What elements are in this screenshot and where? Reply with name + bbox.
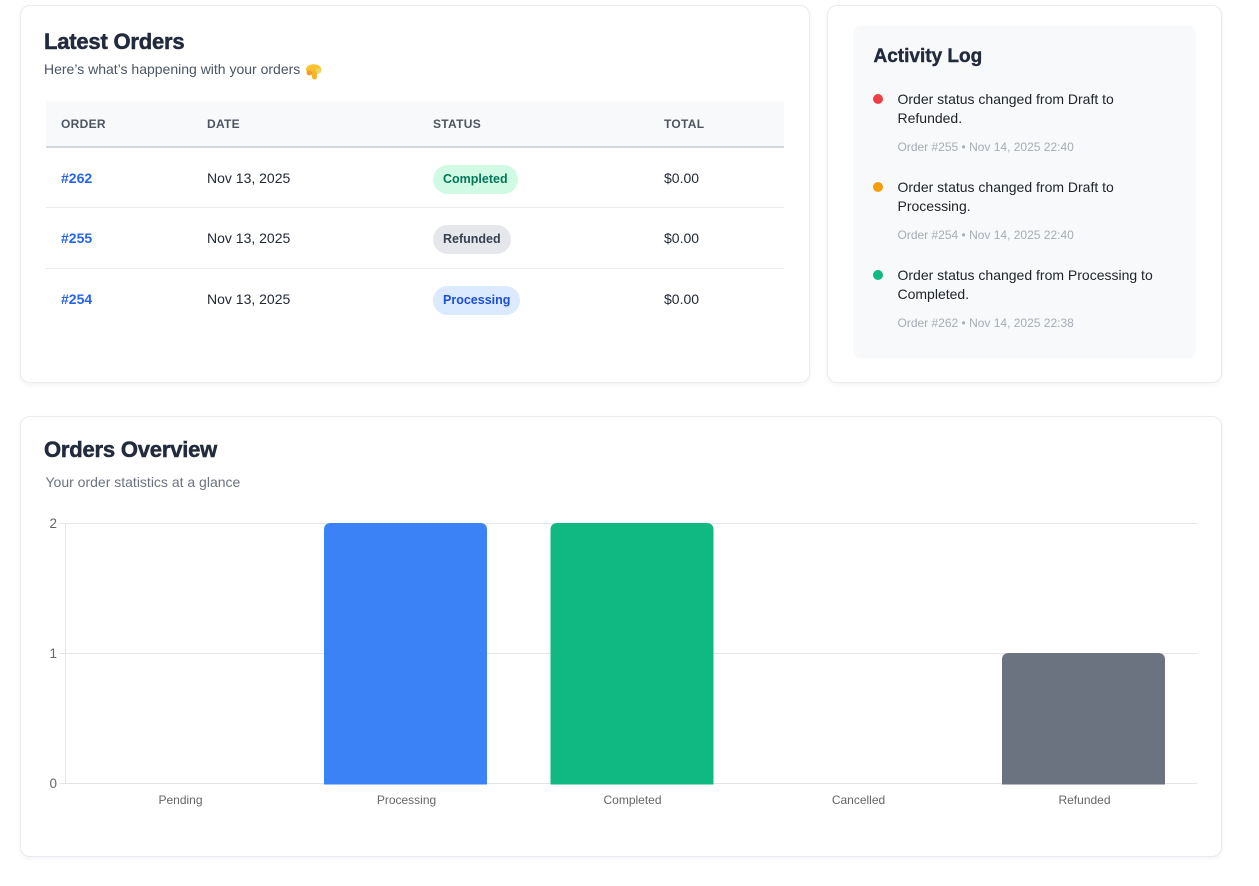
- svg-text:1: 1: [49, 646, 57, 661]
- svg-text:Cancelled: Cancelled: [832, 793, 885, 807]
- svg-text:0: 0: [49, 776, 57, 791]
- svg-text:2: 2: [49, 516, 57, 531]
- svg-text:Processing: Processing: [377, 793, 436, 807]
- svg-text:Completed: Completed: [603, 793, 661, 807]
- svg-text:Refunded: Refunded: [1058, 793, 1110, 807]
- svg-text:Pending: Pending: [158, 793, 202, 807]
